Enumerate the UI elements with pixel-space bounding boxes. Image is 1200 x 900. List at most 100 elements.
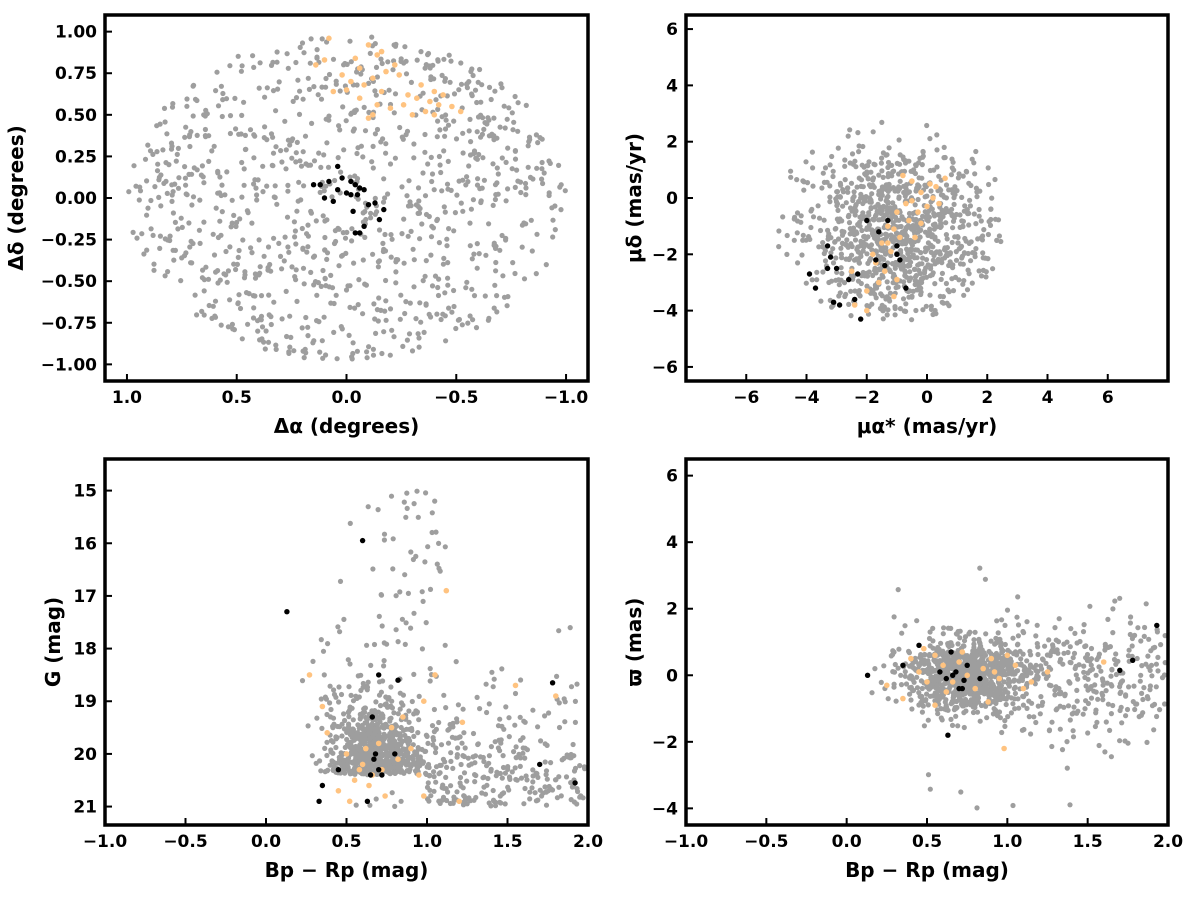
field-star-point [1033,662,1039,668]
field-star-point [176,175,182,181]
field-star-point [1140,696,1146,703]
field-star-point [362,209,368,215]
x-tick-label: 1.0 [412,832,442,852]
field-star-point [381,329,387,335]
field-star-point [1011,650,1017,657]
field-star-point [429,178,435,185]
orange-member-point [980,665,986,672]
orange-member-point [306,672,313,678]
y-axis-label: Δδ (degrees) [4,125,28,271]
field-star-point [383,141,389,147]
field-star-point [923,257,930,263]
black-member-point [827,254,834,260]
field-star-point [914,185,920,191]
field-star-point [348,111,354,117]
field-star-point [372,131,378,137]
black-member-point [335,163,341,170]
field-star-point [418,49,424,55]
field-star-point [285,65,291,71]
field-star-point [330,715,337,721]
field-star-point [403,132,409,138]
field-star-point [833,255,839,261]
field-star-point [837,194,844,200]
black-member-point [953,669,959,675]
field-star-point [402,44,408,50]
field-star-point [436,153,442,160]
field-star-point [902,623,908,629]
field-star-point [348,692,354,699]
field-star-point [1112,598,1118,604]
field-star-point [1072,665,1078,672]
field-star-point [433,529,439,535]
field-star-point [1066,679,1072,685]
field-star-point [941,144,947,150]
field-star-point [1031,714,1037,720]
field-star-point [314,54,320,60]
field-star-point [383,701,389,707]
field-star-point [406,719,412,725]
field-star-point [211,143,217,149]
field-star-point [381,537,387,543]
black-member-point [937,669,943,675]
field-star-point [492,739,498,745]
field-star-point [1015,633,1022,639]
field-star-point [833,277,839,283]
field-star-point [817,227,824,234]
field-star-point [206,133,212,139]
field-star-point [447,79,453,85]
field-star-point [432,498,438,504]
field-star-point [843,256,849,262]
field-star-point [503,198,509,204]
field-star-point [1093,710,1099,716]
field-star-point [897,178,903,184]
field-star-point [432,749,439,756]
field-star-point [219,113,225,120]
field-star-point [971,641,977,647]
field-star-point [942,680,948,687]
field-star-point [523,192,529,198]
field-star-point [923,274,930,280]
field-star-point [1127,631,1133,638]
field-star-point [852,288,858,294]
field-star-point [332,228,338,234]
field-star-point [961,638,968,644]
field-star-point [879,184,886,190]
field-star-point [836,293,842,299]
field-star-point [368,210,374,216]
black-member-point [855,271,861,277]
field-star-point [451,303,457,310]
field-star-point [1132,706,1138,713]
field-star-point [472,753,479,759]
field-star-point [197,240,203,246]
field-star-point [157,233,163,239]
field-star-point [473,325,480,331]
field-star-point [1148,648,1154,654]
field-star-point [371,301,377,307]
field-star-point [979,237,986,243]
field-star-point [1009,671,1015,677]
field-star-point [974,805,980,811]
orange-member-point [864,288,870,294]
field-star-point [443,338,449,344]
field-star-point [1096,742,1102,749]
field-star-point [902,673,908,679]
field-star-point [449,309,455,315]
field-star-point [1024,680,1030,687]
field-star-point [1056,685,1062,692]
x-tick-label: 0.0 [251,832,281,852]
field-star-point [860,143,866,150]
field-star-point [374,126,381,133]
field-star-point [1102,749,1108,755]
field-star-point [403,751,409,757]
field-star-point [402,310,408,317]
field-star-point [343,250,349,256]
field-star-point [399,616,405,622]
field-star-point [442,209,448,215]
field-star-point [376,679,383,685]
orange-member-point [933,183,939,190]
field-star-point [997,715,1004,721]
field-star-point [528,217,534,223]
field-star-point [347,304,353,310]
field-star-point [1137,678,1143,684]
field-star-point [241,182,247,188]
